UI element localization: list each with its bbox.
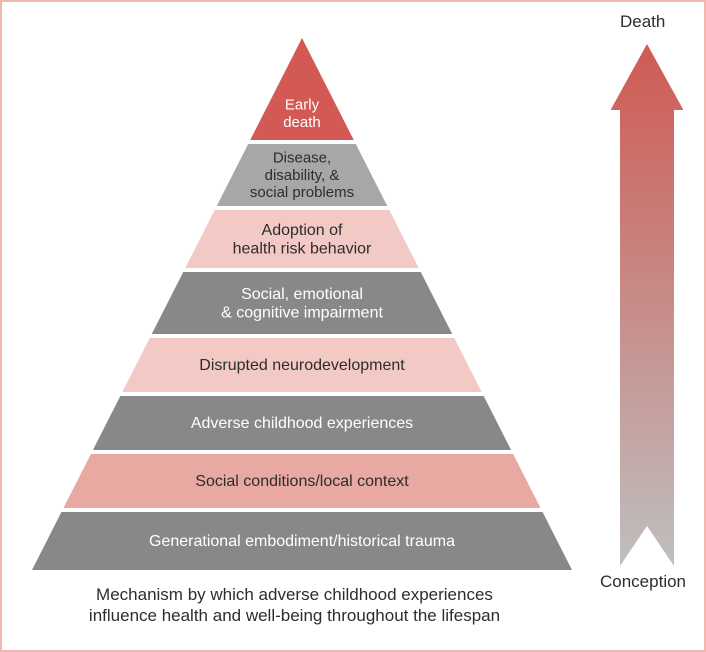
pyramid: Generational embodiment/historical traum…	[32, 38, 572, 570]
pyramid-layer-label-1: Social conditions/local context	[195, 473, 409, 490]
lifespan-arrow	[611, 44, 684, 566]
pyramid-layer-label-7: Earlydeath	[283, 97, 321, 131]
arrow-bottom-label: Conception	[600, 572, 686, 592]
caption-line: influence health and well-being througho…	[89, 606, 500, 625]
lifespan-arrow-shape	[611, 44, 684, 566]
diagram-svg: Generational embodiment/historical traum…	[2, 2, 704, 650]
pyramid-layer-label-2: Adverse childhood experiences	[191, 415, 413, 432]
pyramid-layer-label-0: Generational embodiment/historical traum…	[149, 533, 455, 550]
pyramid-layer-label-3: Disrupted neurodevelopment	[199, 357, 405, 374]
diagram-frame: Generational embodiment/historical traum…	[0, 0, 706, 652]
caption-text: Mechanism by which adverse childhood exp…	[2, 584, 587, 627]
pyramid-layer-label-4: Social, emotional& cognitive impairment	[221, 286, 383, 321]
pyramid-layer-4	[152, 272, 452, 334]
caption-line: Mechanism by which adverse childhood exp…	[96, 585, 493, 604]
pyramid-layer-5	[185, 210, 418, 268]
arrow-top-label: Death	[620, 12, 704, 32]
